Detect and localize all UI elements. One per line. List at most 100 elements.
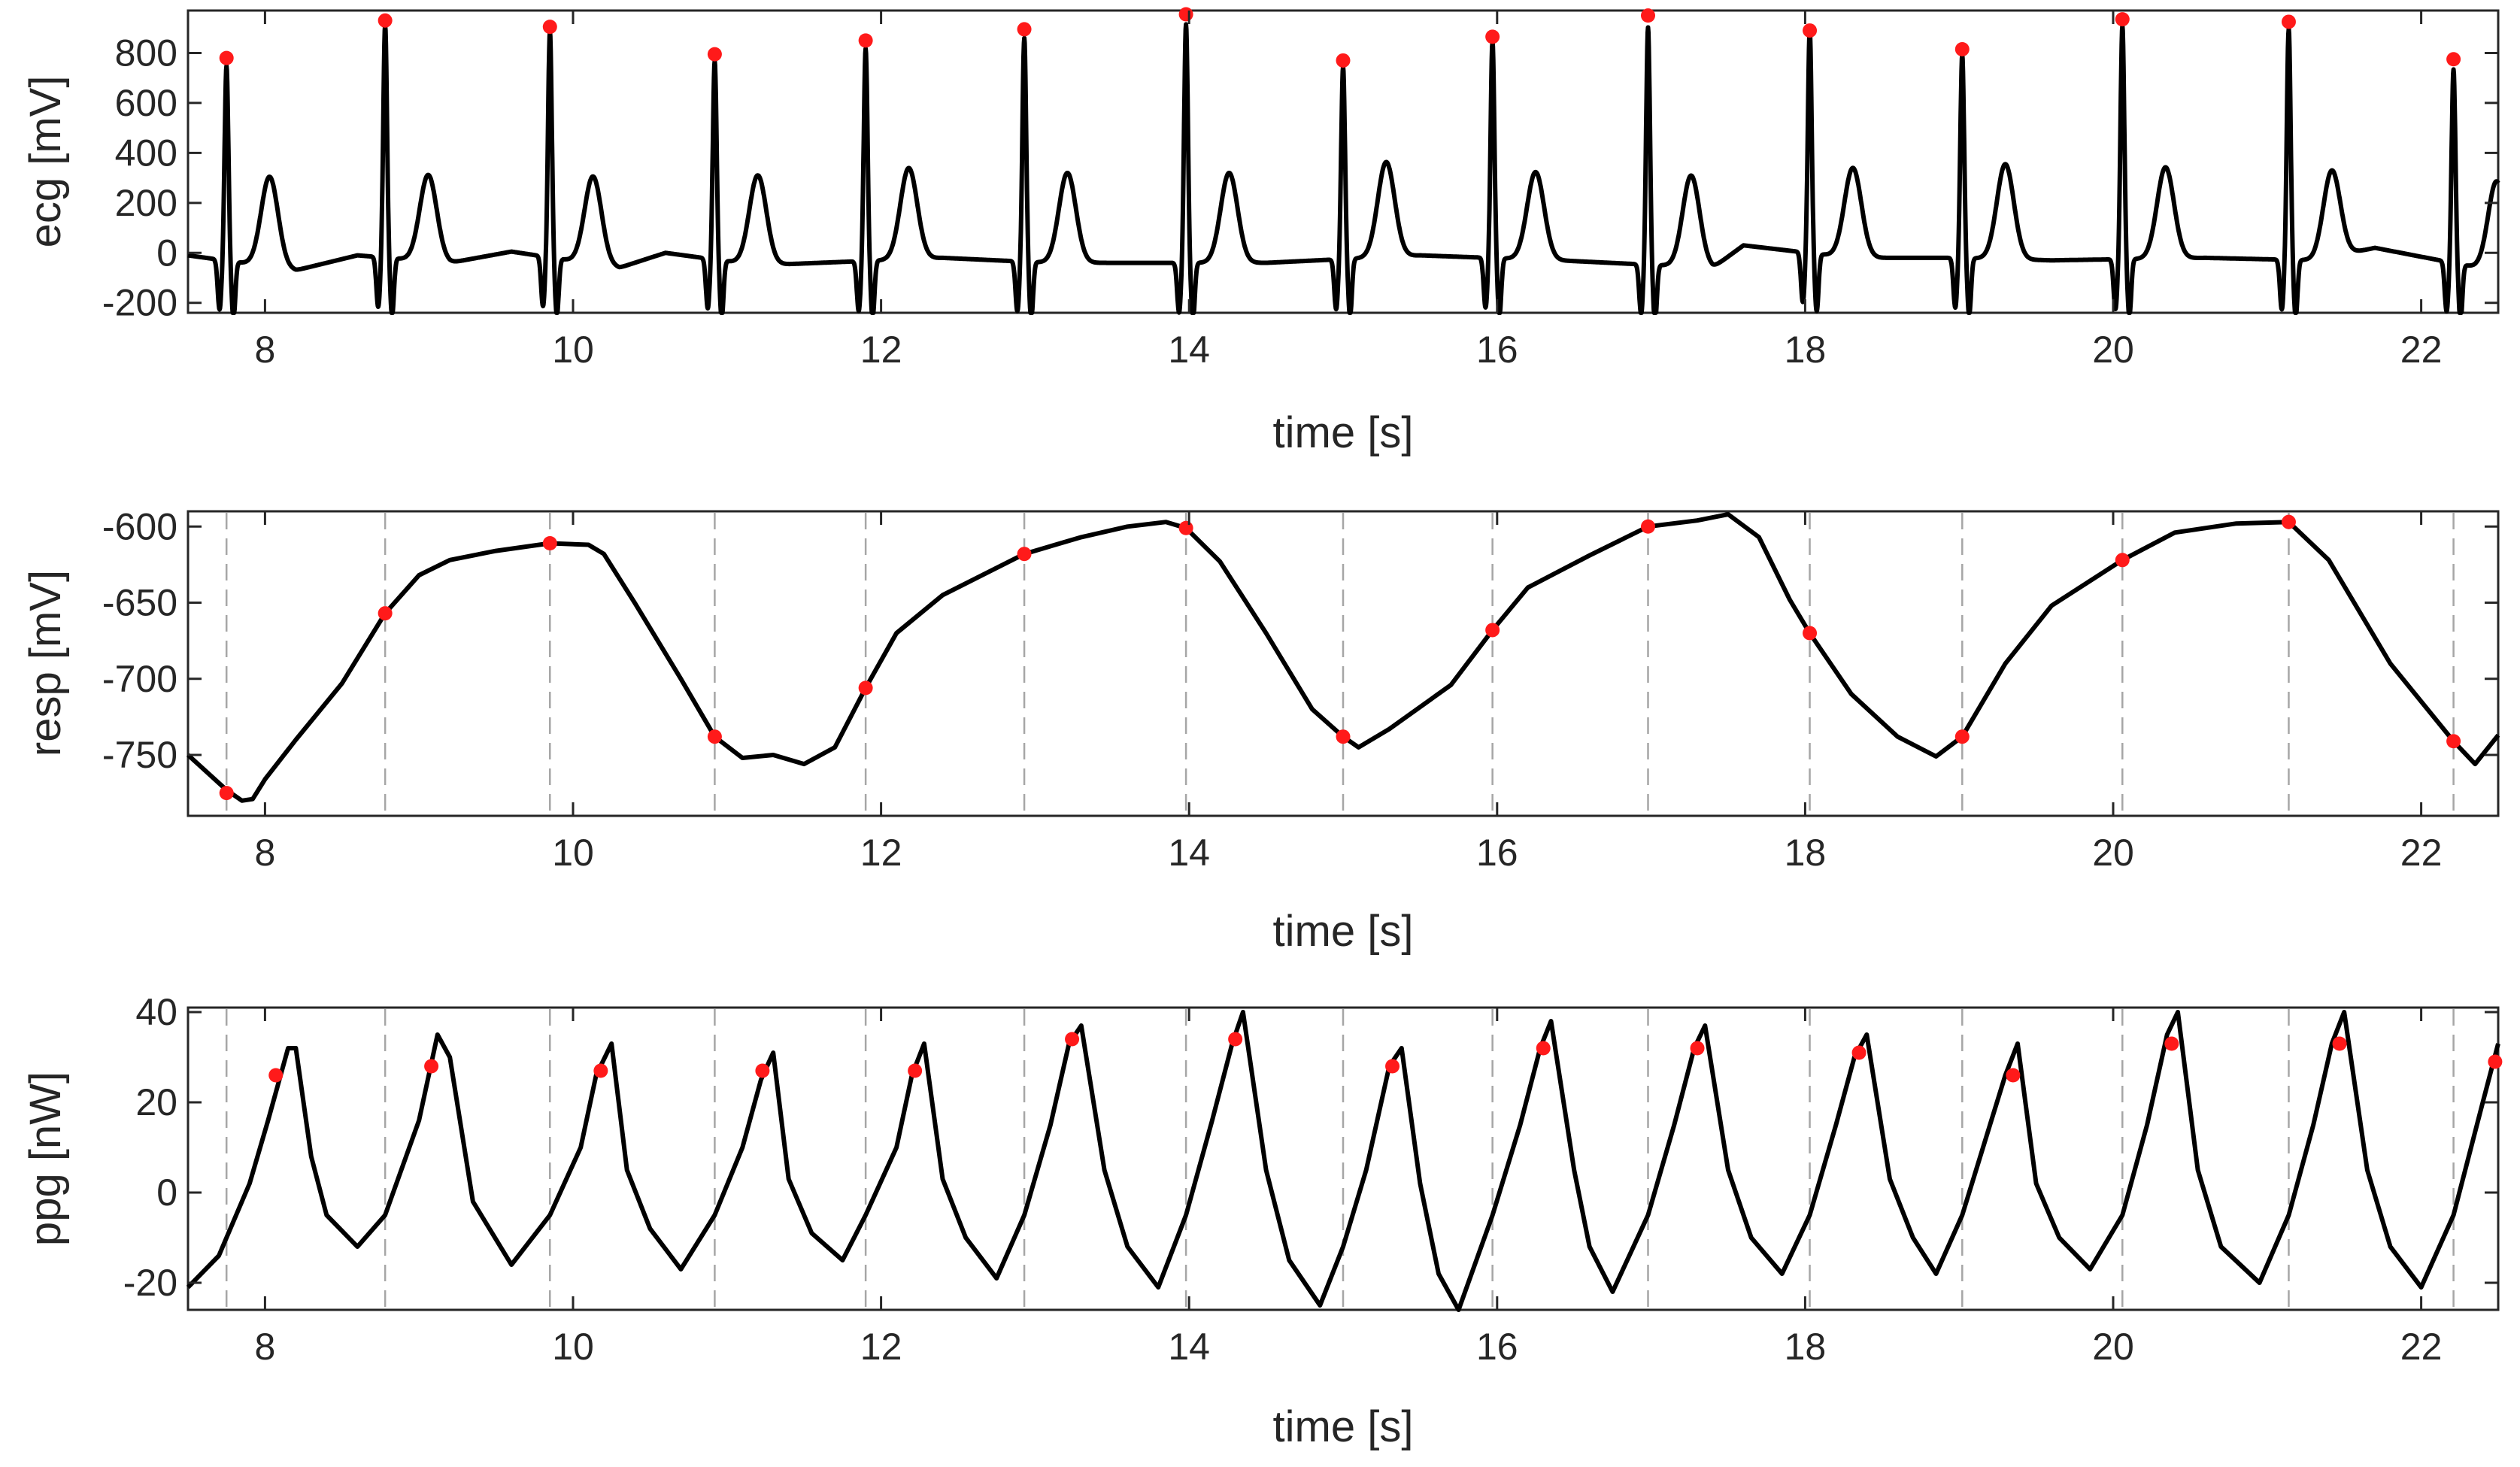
resp-marker-point <box>707 729 722 744</box>
ecg-marker-point <box>707 47 722 62</box>
y-tick-label: -200 <box>102 282 177 324</box>
ppg-panel: 8 10 12 14 16 18 20 22 -20 0 20 40 time [s] ppg [n… <box>21 991 2503 1451</box>
ppg-marker-point <box>1065 1032 1080 1047</box>
ecg-y-ticks: -200 0 200 400 600 800 <box>102 32 2498 324</box>
resp-marker-point <box>378 606 393 621</box>
ppg-marker-point <box>1690 1041 1705 1056</box>
ppg-marker-point <box>755 1063 770 1078</box>
x-tick-label: 14 <box>1168 832 1210 874</box>
resp-marker-point <box>1641 519 1656 534</box>
y-tick-label: 200 <box>115 182 177 224</box>
x-tick-label: 12 <box>860 329 902 371</box>
ppg-marker-point <box>268 1068 284 1083</box>
resp-marks <box>186 512 2500 814</box>
x-tick-label: 10 <box>552 1326 594 1368</box>
x-tick-label: 18 <box>1785 1326 1827 1368</box>
ecg-marker-point <box>1954 41 1970 56</box>
ppg-ylabel: ppg [nW] <box>21 1071 70 1246</box>
resp-marker-point <box>2446 734 2461 749</box>
x-tick-label: 8 <box>254 832 275 874</box>
resp-marker-point <box>1017 547 1032 562</box>
ppg-marker-point <box>1385 1059 1400 1074</box>
ecg-marker-point <box>858 33 873 48</box>
resp-x-ticks: 8 10 12 14 16 18 20 22 <box>254 511 2442 874</box>
ppg-signal-line <box>186 1010 2500 1312</box>
ppg-marker-point <box>2006 1068 2021 1083</box>
x-tick-label: 20 <box>2092 832 2134 874</box>
ppg-marker-point <box>2332 1036 2347 1051</box>
ppg-y-ticks: -20 0 20 40 <box>123 991 2498 1304</box>
ecg-marker-point <box>1178 7 1193 22</box>
ecg-marker-point <box>1017 22 1032 37</box>
x-tick-label: 16 <box>1476 329 1518 371</box>
y-tick-label: -700 <box>102 658 177 700</box>
x-tick-label: 20 <box>2092 329 2134 371</box>
resp-marker-point <box>858 680 873 696</box>
resp-y-ticks: -750 -700 -650 -600 <box>102 505 2498 776</box>
x-tick-label: 14 <box>1168 329 1210 371</box>
resp-marker-point <box>1803 626 1818 641</box>
ecg-marker-point <box>219 50 234 65</box>
ecg-marker-point <box>1803 23 1818 38</box>
x-tick-label: 12 <box>860 1326 902 1368</box>
y-tick-label: 400 <box>115 132 177 174</box>
ecg-marker-point <box>378 13 393 28</box>
x-tick-label: 16 <box>1476 832 1518 874</box>
ppg-plot-area <box>186 1006 2500 1311</box>
ecg-marker-point <box>2115 12 2130 27</box>
resp-xlabel: time [s] <box>1273 907 1414 956</box>
y-tick-label: 0 <box>156 1171 177 1214</box>
ppg-marker-point <box>2164 1036 2179 1051</box>
x-tick-label: 20 <box>2092 1326 2134 1368</box>
x-tick-label: 16 <box>1476 1326 1518 1368</box>
x-tick-label: 18 <box>1785 329 1827 371</box>
resp-marker-point <box>2115 553 2130 568</box>
ecg-marker-point <box>2446 52 2461 67</box>
x-tick-label: 18 <box>1785 832 1827 874</box>
ppg-x-ticks: 8 10 12 14 16 18 20 22 <box>254 1008 2442 1368</box>
y-tick-label: 0 <box>156 232 177 274</box>
y-tick-label: 600 <box>115 82 177 124</box>
ppg-marker-point <box>424 1059 439 1074</box>
resp-plot-area <box>186 510 2500 817</box>
ecg-marker-point <box>542 20 557 35</box>
y-tick-label: -20 <box>123 1262 177 1304</box>
ppg-marker-point <box>593 1063 608 1078</box>
ecg-xlabel: time [s] <box>1273 408 1414 457</box>
y-tick-label: 20 <box>135 1081 177 1123</box>
y-tick-label: -650 <box>102 582 177 624</box>
ecg-marker-point <box>1485 29 1500 44</box>
x-tick-label: 22 <box>2400 832 2443 874</box>
resp-marker-point <box>1336 729 1351 744</box>
y-tick-label: 40 <box>135 991 177 1033</box>
resp-marker-point <box>542 536 557 551</box>
ecg-marker-point <box>2281 14 2296 29</box>
x-tick-label: 22 <box>2400 329 2443 371</box>
x-tick-label: 12 <box>860 832 902 874</box>
x-tick-label: 14 <box>1168 1326 1210 1368</box>
x-tick-label: 22 <box>2400 1326 2443 1368</box>
ecg-ylabel: ecg [mV] <box>21 76 70 248</box>
x-tick-label: 10 <box>552 832 594 874</box>
ppg-marker-point <box>1851 1045 1866 1060</box>
x-tick-label: 10 <box>552 329 594 371</box>
resp-ylabel: resp [mV] <box>21 570 70 756</box>
x-tick-label: 8 <box>254 1326 275 1368</box>
resp-marker-point <box>1954 729 1970 744</box>
ppg-marks <box>186 1009 2503 1312</box>
ecg-x-ticks: 8 10 12 14 16 18 20 22 <box>254 11 2442 371</box>
ppg-marker-point <box>1228 1032 1243 1047</box>
ecg-marks <box>186 7 2500 315</box>
ecg-marker-point <box>1641 8 1656 23</box>
ppg-marker-point <box>908 1063 923 1078</box>
y-tick-label: -600 <box>102 505 177 547</box>
resp-marker-point <box>1178 520 1193 535</box>
ppg-marker-point <box>1536 1041 1551 1056</box>
ecg-panel: 8 10 12 14 16 18 20 22 -200 0 200 400 600 800 time [… <box>21 7 2500 457</box>
ecg-marker-point <box>1336 53 1351 68</box>
resp-marker-point <box>1485 623 1500 638</box>
ppg-xlabel: time [s] <box>1273 1402 1414 1451</box>
ppg-marker-point <box>2488 1054 2503 1069</box>
resp-signal-line <box>186 512 2500 803</box>
